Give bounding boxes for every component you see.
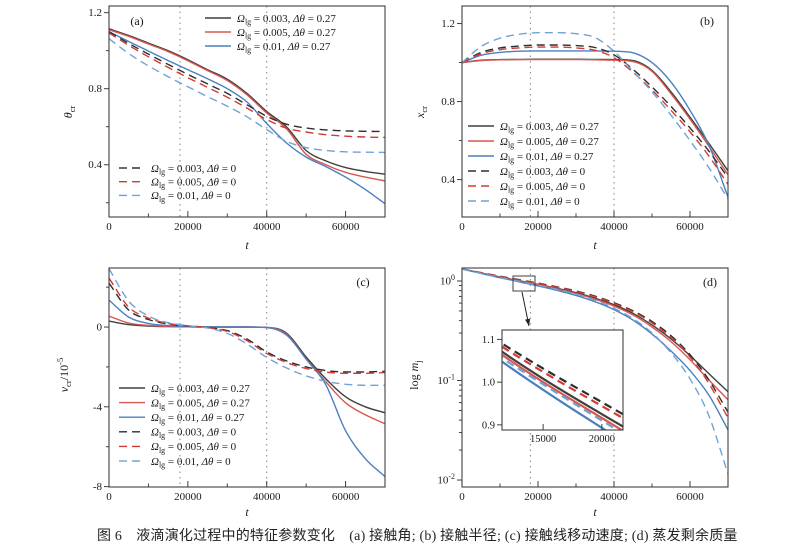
svg-text:θcr: θcr bbox=[61, 106, 77, 119]
svg-text:100: 100 bbox=[440, 273, 455, 288]
svg-text:t: t bbox=[593, 505, 597, 519]
svg-text:40000: 40000 bbox=[600, 491, 628, 503]
svg-text:0.4: 0.4 bbox=[441, 174, 455, 186]
svg-text:Ωlg = 0.005, Δθ = 0.27: Ωlg = 0.005, Δθ = 0.27 bbox=[237, 27, 336, 41]
svg-text:Ωlg = 0.01, Δθ = 0.27: Ωlg = 0.01, Δθ = 0.27 bbox=[500, 151, 594, 165]
svg-text:t: t bbox=[245, 505, 249, 519]
svg-text:0.8: 0.8 bbox=[441, 96, 455, 108]
svg-text:0: 0 bbox=[106, 221, 112, 233]
svg-text:10-1: 10-1 bbox=[437, 372, 455, 387]
svg-text:Ωlg = 0.01, Δθ = 0: Ωlg = 0.01, Δθ = 0 bbox=[151, 456, 231, 470]
svg-text:Ωlg = 0.003, Δθ = 0: Ωlg = 0.003, Δθ = 0 bbox=[151, 163, 237, 177]
panel-a-contact-angle-chart: 0 20000 40000 60000 0.4 0.8 1.2 t θcr (a) Ωlg = 0.… bbox=[61, 5, 386, 252]
svg-text:Ωlg = 0.01, Δθ = 0.27: Ωlg = 0.01, Δθ = 0.27 bbox=[237, 41, 331, 55]
svg-text:0: 0 bbox=[97, 322, 103, 334]
svg-text:log mj: log mj bbox=[407, 360, 423, 389]
svg-text:Ωlg = 0.005, Δθ = 0: Ωlg = 0.005, Δθ = 0 bbox=[151, 441, 237, 455]
svg-text:(d): (d) bbox=[703, 275, 717, 289]
svg-text:20000: 20000 bbox=[174, 221, 202, 233]
svg-text:(b): (b) bbox=[700, 14, 714, 28]
svg-text:Ωlg = 0.003, Δθ = 0: Ωlg = 0.003, Δθ = 0 bbox=[151, 427, 237, 441]
svg-text:Ωlg = 0.01, Δθ = 0.27: Ωlg = 0.01, Δθ = 0.27 bbox=[151, 412, 245, 426]
svg-text:-4: -4 bbox=[93, 401, 103, 413]
svg-text:0.9: 0.9 bbox=[482, 420, 495, 431]
svg-text:1.2: 1.2 bbox=[88, 7, 102, 19]
svg-text:0: 0 bbox=[459, 221, 465, 233]
figure-caption: 图 6 液滴演化过程中的特征参数变化 (a) 接触角; (b) 接触半径; (c… bbox=[97, 529, 738, 544]
svg-text:xcr: xcr bbox=[413, 106, 429, 119]
svg-text:Ωlg = 0.003, Δθ = 0.27: Ωlg = 0.003, Δθ = 0.27 bbox=[500, 121, 599, 135]
svg-text:vcr/10-5: vcr/10-5 bbox=[55, 358, 73, 393]
svg-text:60000: 60000 bbox=[676, 221, 704, 233]
svg-text:(c): (c) bbox=[356, 275, 369, 289]
svg-text:Ωlg = 0.005, Δθ = 0: Ωlg = 0.005, Δθ = 0 bbox=[151, 177, 237, 191]
svg-text:60000: 60000 bbox=[676, 491, 704, 503]
panel-c-contact-line-velocity-chart: 0 20000 40000 60000 0 -4 -8 t vcr/10-5 (c) Ωlg = 0… bbox=[55, 267, 386, 519]
panel-d-remaining-mass-chart: 0 20000 40000 60000 100 10-1 10-2 t log mj (d) 150… bbox=[407, 267, 729, 519]
svg-text:40000: 40000 bbox=[253, 221, 281, 233]
svg-text:40000: 40000 bbox=[600, 221, 628, 233]
svg-text:1.1: 1.1 bbox=[482, 335, 495, 346]
svg-text:40000: 40000 bbox=[253, 491, 281, 503]
svg-text:10-2: 10-2 bbox=[437, 472, 455, 487]
svg-text:-8: -8 bbox=[93, 481, 103, 493]
svg-text:0.4: 0.4 bbox=[88, 159, 102, 171]
svg-text:t: t bbox=[245, 238, 249, 252]
svg-text:60000: 60000 bbox=[332, 221, 360, 233]
svg-text:Ωlg = 0.003, Δθ = 0: Ωlg = 0.003, Δθ = 0 bbox=[500, 166, 586, 180]
svg-text:0.8: 0.8 bbox=[88, 83, 102, 95]
svg-text:t: t bbox=[593, 238, 597, 252]
svg-text:0: 0 bbox=[106, 491, 112, 503]
svg-text:Ωlg = 0.003, Δθ = 0.27: Ωlg = 0.003, Δθ = 0.27 bbox=[237, 13, 336, 27]
svg-text:Ωlg = 0.003, Δθ = 0.27: Ωlg = 0.003, Δθ = 0.27 bbox=[151, 383, 250, 397]
svg-text:1.2: 1.2 bbox=[441, 18, 455, 30]
panel-b-contact-radius-chart: 0 20000 40000 60000 0.4 0.8 1.2 t xcr (b) Ωlg = 0.… bbox=[413, 5, 729, 252]
svg-text:1.0: 1.0 bbox=[482, 378, 495, 389]
svg-text:Ωlg = 0.005, Δθ = 0: Ωlg = 0.005, Δθ = 0 bbox=[500, 181, 586, 195]
svg-text:60000: 60000 bbox=[332, 491, 360, 503]
svg-text:0: 0 bbox=[459, 491, 465, 503]
svg-text:(a): (a) bbox=[130, 14, 143, 28]
svg-text:20000: 20000 bbox=[589, 434, 615, 445]
svg-text:Ωlg = 0.005, Δθ = 0.27: Ωlg = 0.005, Δθ = 0.27 bbox=[151, 397, 250, 411]
svg-text:15000: 15000 bbox=[530, 434, 556, 445]
svg-text:Ωlg = 0.005, Δθ = 0.27: Ωlg = 0.005, Δθ = 0.27 bbox=[500, 136, 599, 150]
svg-text:Ωlg = 0.01, Δθ = 0: Ωlg = 0.01, Δθ = 0 bbox=[151, 190, 231, 204]
svg-text:20000: 20000 bbox=[524, 221, 552, 233]
svg-text:Ωlg = 0.01, Δθ = 0: Ωlg = 0.01, Δθ = 0 bbox=[500, 196, 580, 210]
svg-text:20000: 20000 bbox=[174, 491, 202, 503]
svg-text:20000: 20000 bbox=[524, 491, 552, 503]
